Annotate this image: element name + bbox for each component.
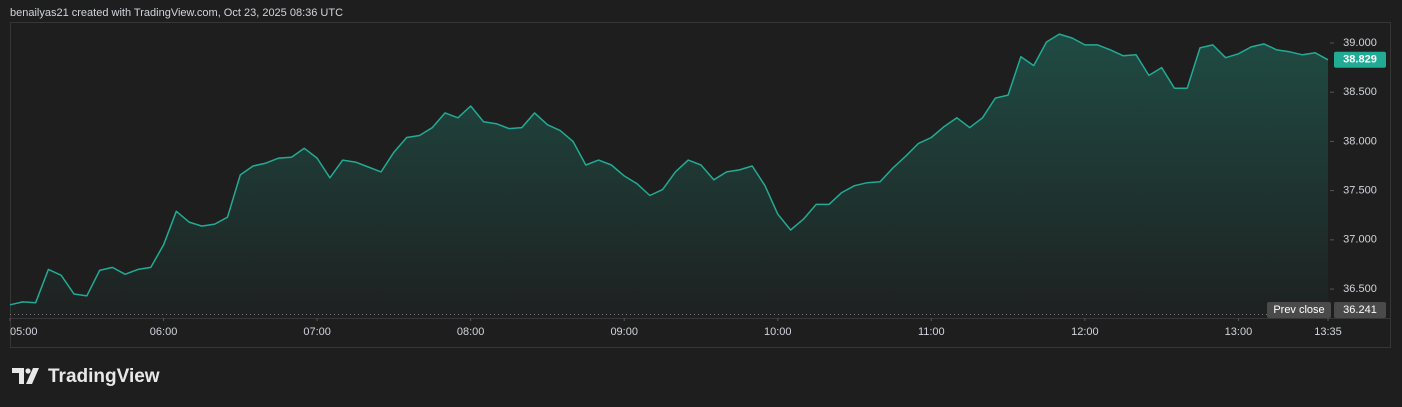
x-tick-label: 11:00 (918, 326, 945, 338)
brand-name: TradingView (48, 366, 160, 387)
price-line (9, 33, 1329, 306)
brand-logo (12, 368, 39, 384)
last-price-label: 38.829 (1343, 54, 1377, 66)
x-tick-label: 08:00 (457, 326, 485, 338)
last-price-badge (1334, 51, 1386, 68)
prev-close-value: 36.241 (1343, 304, 1377, 316)
header-text: benailyas21 created with TradingView.com… (10, 7, 343, 19)
x-tick-label: 09:00 (610, 326, 638, 338)
x-tick-label: 13:00 (1225, 326, 1253, 338)
x-tick-label: 10:00 (764, 326, 792, 338)
prev-close-text: Prev close (1273, 304, 1324, 316)
area-fill (10, 34, 1328, 318)
x-tick-label: 06:00 (150, 326, 178, 338)
y-tick-label: 38.500 (1343, 86, 1377, 98)
prev-close-tag (1267, 302, 1331, 318)
x-tick-label: 05:00 (10, 326, 38, 338)
y-tick-label: 38.000 (1343, 135, 1377, 147)
x-tick-label: 12:00 (1071, 326, 1099, 338)
x-tick-label: 07:00 (303, 326, 331, 338)
y-tick-label: 36.500 (1343, 283, 1377, 295)
x-tick-label: 13:35 (1314, 326, 1342, 338)
y-tick-label: 37.000 (1343, 234, 1377, 246)
y-tick-label: 39.000 (1343, 37, 1377, 49)
prev-close-badge (1334, 302, 1386, 318)
y-tick-label: 37.500 (1343, 185, 1377, 197)
